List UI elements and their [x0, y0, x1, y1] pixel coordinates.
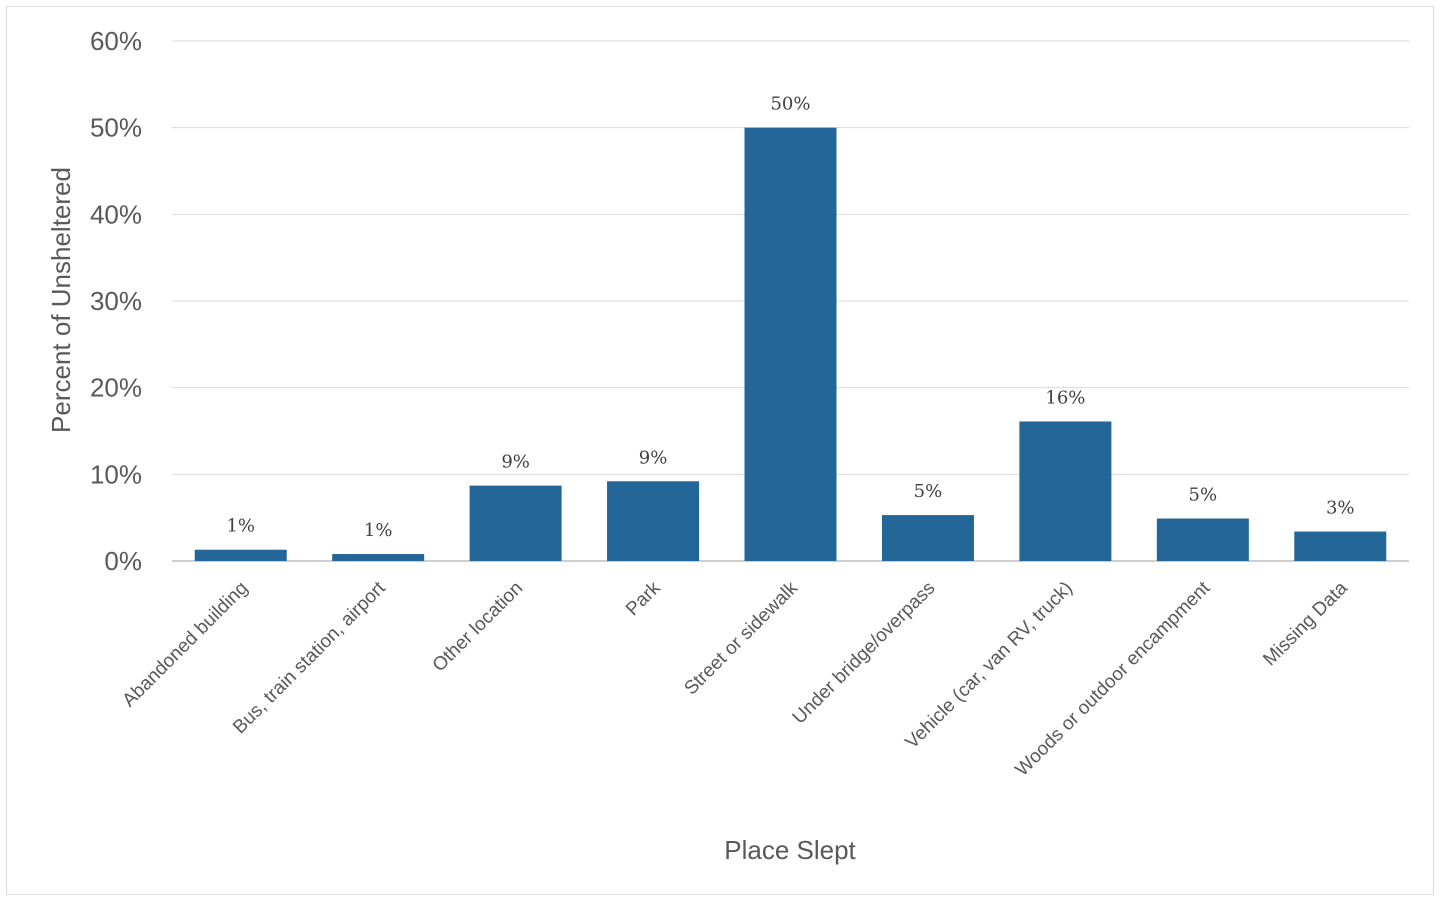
x-axis-title: Place Slept: [724, 835, 856, 865]
bars: [194, 127, 1387, 562]
y-tick-label: 20%: [90, 373, 142, 403]
bar: [1156, 518, 1249, 561]
y-tick-label: 10%: [90, 459, 142, 489]
y-tick-label: 50%: [90, 113, 142, 143]
bar: [881, 515, 974, 561]
bar: [1294, 531, 1387, 561]
x-tick-label: Abandoned building: [119, 578, 253, 712]
bar: [469, 485, 562, 561]
bar: [332, 554, 425, 561]
y-tick-label: 60%: [90, 26, 142, 56]
x-tick-label: Other location: [429, 578, 527, 676]
y-tick-label: 0%: [104, 546, 142, 576]
y-tick-label: 30%: [90, 286, 142, 316]
chart-frame: [6, 6, 1434, 895]
data-label: 1%: [364, 520, 393, 541]
y-tick-label: 40%: [90, 199, 142, 229]
x-tick-label: Under bridge/overpass: [789, 578, 940, 729]
data-label: 50%: [770, 94, 810, 115]
y-axis-ticks: 0% 10% 20% 30% 40% 50% 60%: [90, 26, 142, 576]
y-axis-title: Percent of Unsheltered: [46, 167, 76, 433]
bar: [1019, 421, 1112, 561]
data-label: 16%: [1045, 387, 1085, 408]
data-labels: 1% 1% 9% 9% 50% 5% 16% 5% 3%: [226, 94, 1354, 541]
data-label: 5%: [914, 481, 943, 502]
x-tick-label: Park: [622, 577, 665, 620]
data-label: 1%: [226, 516, 255, 537]
data-label: 3%: [1326, 498, 1355, 519]
x-tick-label: Bus, train station, airport: [229, 577, 390, 738]
data-label: 9%: [501, 452, 530, 473]
x-tick-label: Missing Data: [1259, 577, 1352, 670]
x-tick-label: Street or sidewalk: [680, 577, 802, 699]
data-label: 9%: [639, 447, 668, 468]
bar: [194, 549, 287, 561]
bar: [744, 127, 837, 562]
data-label: 5%: [1189, 485, 1218, 506]
bar: [607, 481, 700, 561]
